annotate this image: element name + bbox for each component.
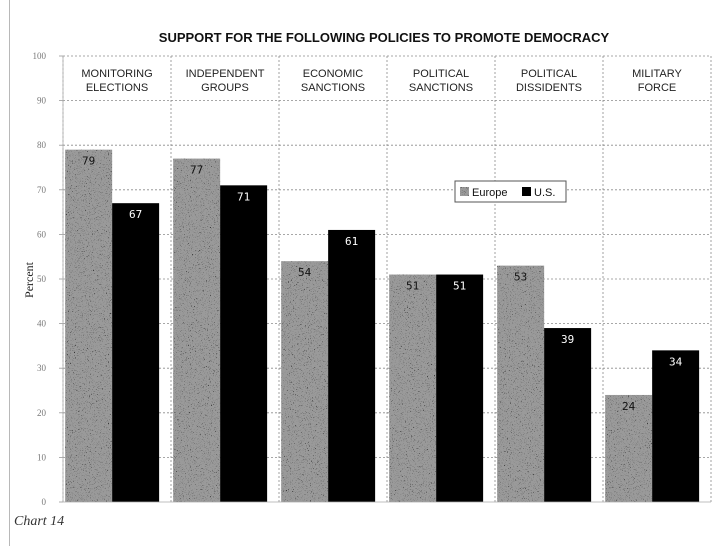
bar-europe xyxy=(497,265,545,502)
data-label: 61 xyxy=(345,235,358,248)
y-tick-label: 60 xyxy=(37,229,47,239)
category-label: ELECTIONS xyxy=(86,82,148,94)
category-label: GROUPS xyxy=(201,82,249,94)
data-label: 67 xyxy=(129,208,142,221)
bar-europe xyxy=(173,158,221,502)
data-label: 34 xyxy=(669,355,683,368)
chart-caption: Chart 14 xyxy=(14,514,65,529)
category-label: FORCE xyxy=(638,82,677,94)
bar-europe xyxy=(605,394,653,502)
category-labels: MONITORING ELECTIONS INDEPENDENT GROUPS ECON… xyxy=(81,68,682,94)
bar-europe xyxy=(281,261,329,502)
bar-us xyxy=(328,229,376,502)
category-label: SANCTIONS xyxy=(301,82,365,94)
category-label: INDEPENDENT xyxy=(186,68,265,80)
data-label: 53 xyxy=(514,271,527,284)
legend-box xyxy=(454,180,567,203)
data-label: 71 xyxy=(237,190,250,203)
legend-swatch-europe xyxy=(460,187,469,196)
y-tick-label: 0 xyxy=(42,497,47,507)
y-tick-label: 70 xyxy=(37,185,47,195)
bar-europe xyxy=(65,149,113,502)
bar-europe xyxy=(389,274,437,502)
data-label: 51 xyxy=(406,280,419,293)
data-label: 24 xyxy=(622,400,636,413)
y-axis-label: Percent xyxy=(22,261,36,298)
category-label: DISSIDENTS xyxy=(516,82,582,94)
chart-title: SUPPORT FOR THE FOLLOWING POLICIES TO PR… xyxy=(159,30,610,45)
y-tick-label: 20 xyxy=(37,408,47,418)
y-tick-label: 30 xyxy=(37,363,47,373)
category-label: ECONOMIC xyxy=(303,68,364,80)
category-label: SANCTIONS xyxy=(409,82,473,94)
bar-us xyxy=(220,185,268,502)
data-label: 51 xyxy=(453,280,466,293)
legend-swatch-us xyxy=(522,187,531,196)
bar-us xyxy=(436,274,484,502)
bar-us xyxy=(544,328,592,502)
bars: 79 77 54 51 53 24 67 71 61 51 39 34 xyxy=(65,149,700,502)
data-label: 54 xyxy=(298,266,312,279)
category-label: MILITARY xyxy=(632,68,682,80)
category-label: POLITICAL xyxy=(413,68,469,80)
category-label: MONITORING xyxy=(81,68,152,80)
y-tick-label: 100 xyxy=(33,51,47,61)
legend-label-us: U.S. xyxy=(534,187,555,199)
data-label: 77 xyxy=(190,164,203,177)
legend-label-europe: Europe xyxy=(472,187,507,199)
legend: Europe U.S. xyxy=(454,180,567,203)
y-tick-label: 50 xyxy=(37,274,47,284)
y-tick-label: 80 xyxy=(37,140,47,150)
y-tick-label: 90 xyxy=(37,96,47,106)
y-tick-label: 40 xyxy=(37,319,47,329)
bar-us xyxy=(652,350,700,502)
data-label: 39 xyxy=(561,333,574,346)
category-label: POLITICAL xyxy=(521,68,577,80)
bar-us xyxy=(112,203,160,502)
axes: 0 10 20 30 40 50 60 70 80 90 100 xyxy=(33,51,711,507)
page-border-line xyxy=(9,0,10,546)
data-label: 79 xyxy=(82,155,95,168)
gridlines xyxy=(62,55,712,502)
y-tick-label: 10 xyxy=(37,452,47,462)
